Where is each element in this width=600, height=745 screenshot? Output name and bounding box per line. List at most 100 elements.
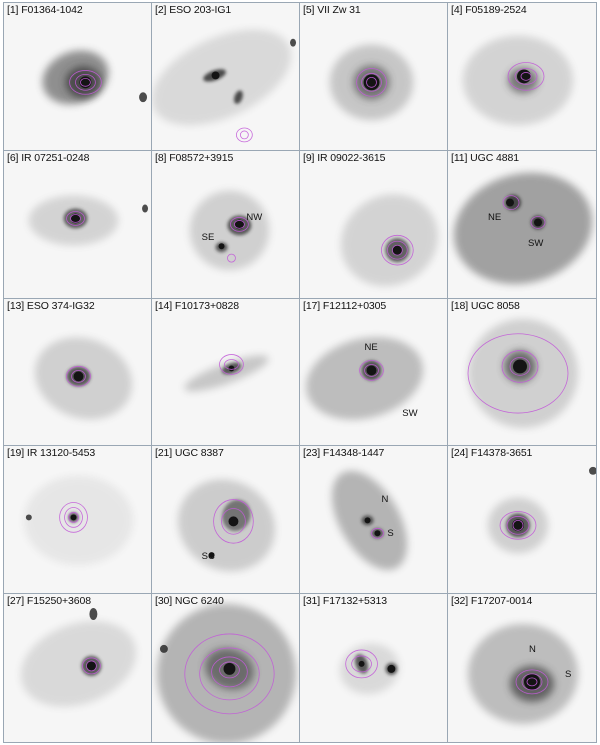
galaxy-panel: [4] F05189-2524 <box>448 3 596 151</box>
emission-contour <box>387 240 408 260</box>
galaxy-panel: [2] ESO 203-IG1 <box>152 3 300 151</box>
galaxy-nucleus <box>228 516 239 527</box>
field-source <box>159 645 168 654</box>
emission-contour <box>71 369 86 383</box>
emission-contour <box>381 234 414 266</box>
galaxy-image <box>329 44 414 121</box>
galaxy-image <box>152 29 297 143</box>
emission-contour <box>68 512 79 524</box>
galaxy-nucleus <box>358 661 365 668</box>
emission-contour <box>227 253 236 263</box>
emission-contour <box>507 62 545 91</box>
emission-contour <box>80 77 91 87</box>
galaxy-panel: [9] IR 09022-3615 <box>300 150 448 299</box>
emission-contour <box>219 661 240 679</box>
galaxy-nucleus <box>234 219 245 230</box>
nucleus-annotation: N <box>529 644 536 656</box>
galaxy-panel: [6] IR 07251-0248 <box>4 150 152 299</box>
galaxy-panel: [32] F17207-0014 N S <box>448 594 596 742</box>
nucleus-annotation: NW <box>246 212 263 224</box>
galaxy-image <box>467 318 578 428</box>
nucleus-annotation: S <box>387 527 394 539</box>
galaxy-nucleus <box>211 71 220 80</box>
galaxy-nucleus <box>513 359 527 373</box>
emission-contour <box>506 516 530 536</box>
galaxy-glow <box>152 29 292 126</box>
galaxy-panel: [19] IR 13120-5453 <box>4 446 152 595</box>
galaxy-nucleus <box>366 365 377 375</box>
galaxy-glow <box>23 476 134 566</box>
galaxy-nucleus <box>512 519 524 532</box>
galaxy-image <box>453 172 593 284</box>
panel-label: [4] F05189-2524 <box>451 4 527 16</box>
galaxy-glow <box>340 194 438 286</box>
emission-contour <box>199 647 260 701</box>
galaxy-nucleus <box>218 243 225 249</box>
galaxy-nucleus <box>364 517 371 524</box>
galaxy-image <box>156 604 296 742</box>
galaxy-panel: [24] F14378-3651 <box>448 446 596 595</box>
galaxy-nucleus <box>73 371 84 381</box>
field-source <box>142 204 149 213</box>
panel-label: [23] F14348-1447 <box>303 447 385 460</box>
galaxy-nucleus <box>534 218 542 227</box>
galaxy-image <box>331 471 408 571</box>
galaxy-panel: [23] F14348-1447 N S <box>300 446 448 595</box>
emission-contour <box>236 127 253 143</box>
galaxy-panel: [1] F01364-1042 <box>4 3 152 151</box>
nucleus-annotation: NE <box>488 212 502 224</box>
emission-contour <box>184 633 275 715</box>
emission-contour <box>361 73 382 92</box>
emission-contour <box>467 332 569 414</box>
emission-contour <box>86 660 97 672</box>
galaxy-glow <box>20 621 137 707</box>
emission-contour <box>499 511 537 541</box>
emission-contour <box>234 219 245 229</box>
galaxy-panel: [8] F08572+3915 NW SE <box>152 150 300 299</box>
galaxy-image <box>184 353 269 391</box>
panel-label: [19] IR 13120-5453 <box>7 447 96 460</box>
galaxy-nucleus <box>363 74 380 91</box>
emission-contour <box>351 655 372 673</box>
field-source <box>139 92 148 103</box>
galaxy-panel: [18] UGC 8058 <box>448 298 596 447</box>
emission-contour <box>219 353 244 375</box>
galaxy-glow <box>233 90 243 104</box>
emission-contour <box>240 130 249 140</box>
emission-contour <box>514 68 538 85</box>
galaxy-panel: [30] NGC 6240 <box>152 594 300 742</box>
galaxy-nucleus <box>228 365 235 372</box>
emission-contour <box>391 244 403 256</box>
emission-contour <box>515 669 549 695</box>
emission-contour <box>82 657 101 675</box>
galaxy-nucleus <box>374 530 381 537</box>
nucleus-annotation: N <box>381 494 389 505</box>
emission-contour <box>59 502 88 534</box>
emission-contour <box>526 677 538 687</box>
emission-contour <box>66 365 91 387</box>
panel-label: [21] UGC 8387 <box>155 447 224 460</box>
galaxy-image-grid: [1] F01364-1042 [2] ESO 203-IG1 [5] VII … <box>3 2 597 743</box>
panel-label: [5] VII Zw 31 <box>303 4 361 16</box>
emission-contour <box>230 216 249 232</box>
emission-contour <box>70 213 81 223</box>
galaxy-panel: [14] F10173+0828 <box>152 298 300 447</box>
field-source <box>589 467 596 476</box>
panel-label: [6] IR 07251-0248 <box>7 151 90 164</box>
emission-contour <box>213 499 254 544</box>
nucleus-annotation: SW <box>402 407 418 419</box>
panel-label: [32] F17207-0014 <box>451 595 533 608</box>
panel-label: [9] IR 09022-3615 <box>303 151 386 164</box>
galaxy-image <box>339 643 400 695</box>
emission-contour <box>359 359 384 381</box>
panel-label: [17] F12112+0305 <box>303 299 387 312</box>
galaxy-nucleus <box>517 69 531 84</box>
emission-contour <box>211 656 248 688</box>
galaxy-nucleus <box>506 198 514 207</box>
galaxy-image <box>178 479 275 572</box>
panel-label: [27] F15250+3608 <box>7 595 91 608</box>
galaxy-image <box>189 190 270 270</box>
nucleus-annotation: SC <box>201 550 215 562</box>
galaxy-panel: [13] ESO 374-IG32 <box>4 298 152 447</box>
galaxy-image <box>20 608 137 707</box>
